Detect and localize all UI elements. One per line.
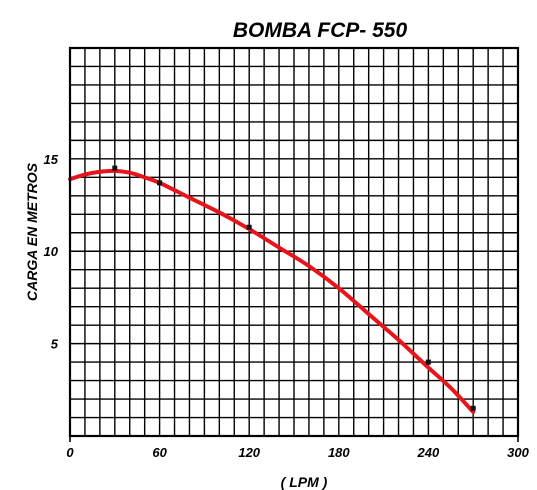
data-point: [112, 165, 118, 171]
chart-axes: [68, 46, 520, 442]
chart-tick-labels: 0 60 120 180 240 300 5 10 15: [44, 152, 530, 460]
x-tick-label: 300: [507, 445, 529, 460]
x-tick-label: 120: [238, 445, 260, 460]
y-axis-label: CARGA EN METROS: [24, 162, 40, 301]
pump-curve-line: [68, 168, 476, 414]
x-tick-label: 180: [328, 445, 350, 460]
x-axis-label: ( LPM ): [281, 474, 328, 490]
chart-grid: [69, 47, 519, 437]
plot-frame: [68, 46, 520, 438]
chart-series: [68, 168, 476, 414]
chart-data-points: [112, 165, 476, 411]
chart-title: BOMBA FCP- 550: [233, 19, 408, 42]
y-tick-label: 10: [44, 244, 59, 259]
data-point: [425, 359, 431, 365]
data-point: [246, 224, 252, 230]
y-tick-label: 5: [51, 337, 59, 352]
data-point: [157, 180, 163, 186]
x-tick-label: 0: [66, 445, 74, 460]
x-tick-label: 60: [152, 445, 167, 460]
y-tick-label: 15: [44, 152, 59, 167]
data-point: [470, 405, 476, 411]
x-tick-label: 240: [417, 445, 440, 460]
